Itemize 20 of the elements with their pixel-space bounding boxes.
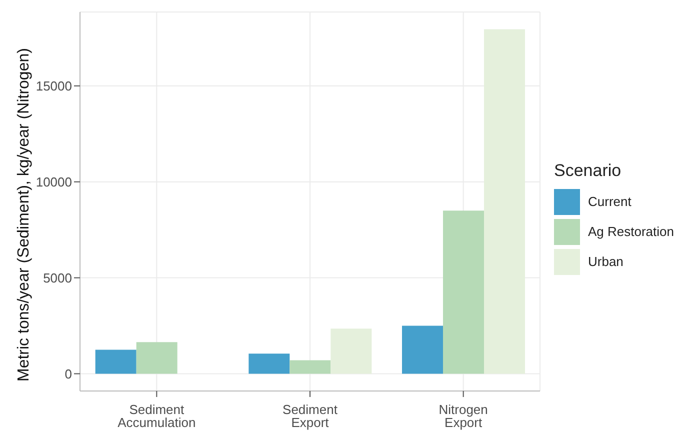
legend-label: Current bbox=[588, 194, 632, 209]
y-tick-label: 10000 bbox=[36, 174, 72, 190]
bar bbox=[330, 328, 372, 374]
bar bbox=[402, 326, 443, 374]
x-tick-label: Sediment Export bbox=[282, 402, 338, 430]
y-tick-label: 15000 bbox=[36, 78, 72, 94]
legend-title: Scenario bbox=[554, 160, 622, 180]
y-tick-label: 5000 bbox=[43, 270, 72, 286]
bar bbox=[136, 342, 178, 374]
y-axis-title: Metric tons/year (Sediment), kg/year (Nitrogen) bbox=[16, 48, 33, 382]
x-tick-label: Sediment Accumulation bbox=[118, 402, 196, 430]
bar bbox=[484, 29, 525, 374]
bar bbox=[290, 360, 331, 374]
x-tick-label: Nitrogen Export bbox=[438, 402, 488, 430]
legend-label: Ag Restoration bbox=[588, 224, 674, 239]
y-tick-label: 0 bbox=[64, 366, 72, 382]
bar bbox=[248, 354, 290, 374]
legend-label: Urban bbox=[588, 254, 624, 269]
bar bbox=[95, 350, 136, 374]
bar bbox=[443, 210, 484, 374]
